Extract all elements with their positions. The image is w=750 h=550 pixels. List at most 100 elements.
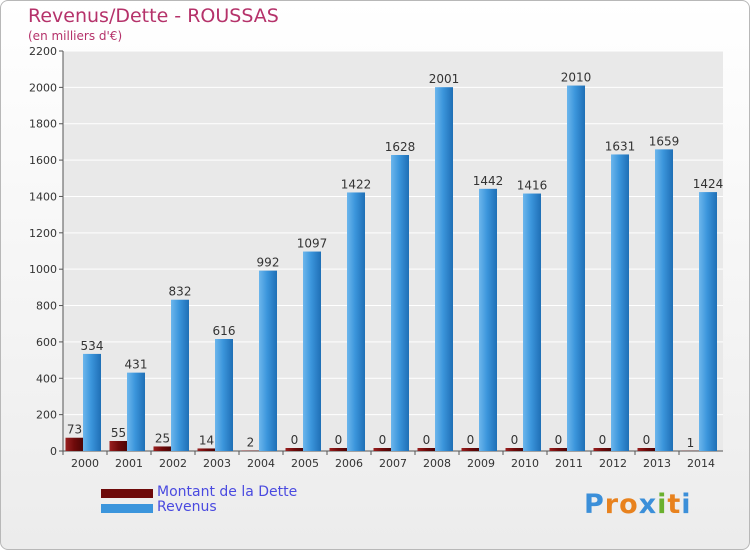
- bar-revenue-2012: [611, 154, 629, 452]
- x-tick-label-2009: 2009: [467, 457, 495, 470]
- logo-letter: t: [667, 489, 682, 520]
- data-label-debt-2012: 0: [599, 433, 607, 447]
- data-label-debt-2005: 0: [291, 433, 299, 447]
- data-label-debt-2009: 0: [467, 433, 475, 447]
- data-label-debt-2001: 55: [111, 426, 126, 440]
- data-label-revenue-2002: 832: [169, 285, 192, 299]
- data-label-debt-2011: 0: [555, 433, 563, 447]
- bar-debt-2001: [109, 441, 128, 451]
- bar-revenue-2011: [567, 85, 585, 451]
- x-tick-label-2013: 2013: [643, 457, 671, 470]
- bar-debt-2000: [65, 437, 84, 451]
- y-tick-label: 400: [36, 372, 57, 385]
- proxiti-logo: Proxiti: [584, 489, 692, 520]
- data-label-debt-2000: 73: [67, 423, 82, 437]
- data-label-debt-2004: 2: [247, 436, 255, 450]
- data-label-debt-2008: 0: [423, 433, 431, 447]
- bar-revenue-2007: [391, 155, 409, 451]
- x-tick-label-2010: 2010: [511, 457, 539, 470]
- data-label-debt-2013: 0: [643, 433, 651, 447]
- y-tick-label: 0: [50, 445, 57, 458]
- legend-label-revenue: Revenus: [157, 499, 217, 515]
- bar-revenue-2004: [259, 270, 277, 451]
- logo-letter: P: [584, 489, 605, 520]
- y-tick-label: 2000: [29, 81, 57, 94]
- data-label-revenue-2006: 1422: [341, 177, 372, 191]
- logo-letter: x: [638, 489, 658, 520]
- bar-revenue-2006: [347, 192, 365, 452]
- bar-debt-2010: [505, 448, 524, 451]
- y-tick-label: 1600: [29, 154, 57, 167]
- chart-subtitle: (en milliers d'€): [28, 29, 123, 43]
- bar-debt-2008: [417, 448, 436, 451]
- bar-revenue-2000: [83, 353, 101, 451]
- y-tick-label: 1200: [29, 227, 57, 240]
- data-label-debt-2007: 0: [379, 433, 387, 447]
- bar-debt-2009: [461, 448, 480, 451]
- legend-label-debt: Montant de la Dette: [157, 484, 298, 500]
- bar-revenue-2009: [479, 188, 497, 451]
- logo-letter: i: [681, 489, 692, 520]
- logo-letter: r: [604, 489, 620, 520]
- bar-revenue-2014: [699, 192, 717, 451]
- bar-debt-2013: [637, 448, 656, 451]
- x-tick-label-2008: 2008: [423, 457, 451, 470]
- legend-swatch-debt: [101, 489, 153, 498]
- y-tick-label: 600: [36, 336, 57, 349]
- data-label-revenue-2008: 2001: [429, 72, 460, 86]
- data-label-debt-2006: 0: [335, 433, 343, 447]
- data-label-revenue-2012: 1631: [605, 139, 636, 153]
- bar-debt-2012: [593, 448, 612, 451]
- bar-debt-2003: [197, 448, 216, 451]
- x-tick-label-2002: 2002: [159, 457, 187, 470]
- data-label-revenue-2004: 992: [257, 256, 280, 270]
- y-tick-label: 800: [36, 300, 57, 313]
- logo-letter: i: [657, 489, 668, 520]
- x-tick-label-2005: 2005: [291, 457, 319, 470]
- bar-debt-2006: [329, 448, 348, 451]
- data-label-revenue-2003: 616: [213, 324, 236, 338]
- data-label-revenue-2010: 1416: [517, 179, 548, 193]
- data-label-revenue-2009: 1442: [473, 174, 504, 188]
- x-tick-label-2000: 2000: [71, 457, 99, 470]
- y-tick-label: 2200: [29, 45, 57, 58]
- data-label-debt-2002: 25: [155, 431, 170, 445]
- data-label-debt-2010: 0: [511, 433, 519, 447]
- bar-revenue-2010: [523, 193, 541, 451]
- x-tick-label-2003: 2003: [203, 457, 231, 470]
- y-tick-label: 1000: [29, 263, 57, 276]
- data-label-revenue-2013: 1659: [649, 134, 680, 148]
- bar-revenue-2002: [171, 299, 189, 451]
- bar-revenue-2003: [215, 339, 233, 451]
- bar-debt-2002: [153, 446, 172, 451]
- bar-debt-2007: [373, 448, 392, 451]
- bar-debt-2005: [285, 448, 304, 451]
- x-tick-label-2006: 2006: [335, 457, 363, 470]
- x-tick-label-2011: 2011: [555, 457, 583, 470]
- data-label-revenue-2007: 1628: [385, 140, 416, 154]
- logo-letter: o: [619, 489, 639, 520]
- data-label-debt-2003: 14: [199, 433, 214, 447]
- x-tick-label-2012: 2012: [599, 457, 627, 470]
- bar-revenue-2001: [127, 372, 145, 451]
- data-label-revenue-2011: 2010: [561, 71, 592, 85]
- y-tick-label: 200: [36, 409, 57, 422]
- data-label-revenue-2005: 1097: [297, 237, 328, 251]
- bar-revenue-2005: [303, 251, 321, 451]
- x-tick-label-2014: 2014: [687, 457, 715, 470]
- chart-title: Revenus/Dette - ROUSSAS: [28, 5, 279, 27]
- data-label-revenue-2000: 534: [81, 339, 104, 353]
- x-tick-label-2004: 2004: [247, 457, 275, 470]
- data-label-revenue-2014: 1424: [693, 177, 724, 191]
- data-label-revenue-2001: 431: [125, 358, 148, 372]
- x-tick-label-2007: 2007: [379, 457, 407, 470]
- y-tick-label: 1400: [29, 190, 57, 203]
- bar-debt-2011: [549, 448, 568, 451]
- bar-revenue-2013: [655, 149, 673, 451]
- legend-swatch-revenue: [101, 504, 153, 513]
- bar-revenue-2008: [435, 87, 453, 451]
- x-tick-label-2001: 2001: [115, 457, 143, 470]
- y-tick-label: 1800: [29, 118, 57, 131]
- data-label-debt-2014: 1: [687, 436, 695, 450]
